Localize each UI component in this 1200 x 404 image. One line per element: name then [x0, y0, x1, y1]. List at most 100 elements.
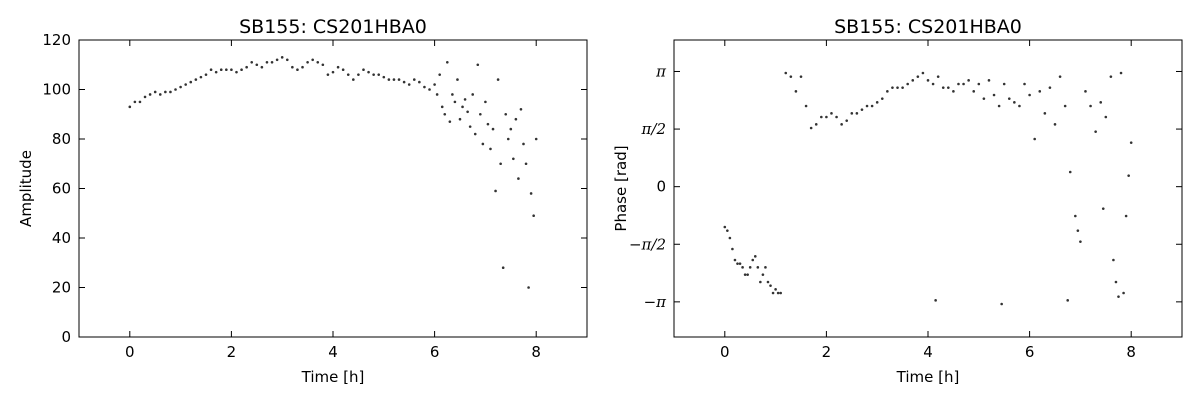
point — [179, 85, 182, 89]
point — [825, 115, 828, 119]
point — [189, 80, 193, 84]
point — [916, 75, 920, 78]
point — [743, 273, 747, 276]
point — [446, 60, 449, 64]
point — [860, 108, 864, 111]
y-tick-label: 0 — [61, 328, 71, 346]
point — [759, 280, 762, 284]
point — [967, 79, 970, 82]
point — [726, 229, 729, 232]
point — [164, 90, 167, 94]
point — [992, 93, 996, 97]
point — [225, 68, 228, 71]
point — [820, 115, 823, 119]
point — [184, 83, 187, 86]
point — [285, 58, 289, 62]
point — [814, 123, 818, 126]
point — [926, 79, 930, 82]
point — [529, 192, 533, 195]
point — [952, 90, 955, 93]
point — [931, 82, 935, 86]
point — [532, 214, 535, 218]
point — [143, 95, 147, 99]
point — [1119, 71, 1123, 75]
point — [509, 127, 513, 131]
point — [407, 83, 411, 86]
point — [133, 100, 137, 104]
point — [997, 104, 1001, 108]
point — [1094, 130, 1097, 133]
point — [527, 286, 530, 289]
point — [331, 70, 335, 74]
chart-title: SB155: CS201HBA0 — [239, 16, 427, 38]
point — [977, 82, 981, 86]
point — [753, 255, 757, 258]
y-tick-label: 80 — [52, 130, 71, 148]
point — [148, 93, 152, 96]
point — [451, 93, 454, 96]
point — [906, 82, 909, 86]
point — [423, 85, 426, 89]
point — [774, 288, 777, 291]
x-axis-label: Time [h] — [301, 368, 365, 386]
point — [468, 125, 472, 128]
point — [751, 258, 755, 262]
point — [387, 78, 391, 81]
point — [392, 78, 396, 81]
y-axis-label: Phase [rad] — [612, 145, 630, 231]
point — [855, 112, 859, 115]
point — [1033, 137, 1036, 141]
x-tick-label: 0 — [125, 343, 135, 361]
x-tick-label: 2 — [227, 343, 237, 361]
point — [911, 79, 915, 82]
point — [458, 117, 462, 121]
point — [316, 60, 320, 64]
point — [377, 73, 381, 76]
point — [534, 137, 538, 141]
point — [1079, 240, 1082, 243]
point — [1122, 291, 1125, 295]
point — [496, 78, 500, 81]
point — [517, 177, 520, 180]
point — [1089, 104, 1092, 108]
point — [235, 70, 238, 74]
point — [1074, 214, 1077, 218]
point — [804, 104, 808, 108]
point — [219, 68, 223, 71]
y-tick-label: 0 — [656, 178, 666, 196]
point — [1068, 170, 1072, 174]
x-tick-label: 0 — [720, 343, 730, 361]
point — [1101, 207, 1105, 210]
point — [764, 266, 767, 269]
point — [306, 60, 309, 64]
point — [479, 112, 482, 116]
point — [501, 266, 505, 270]
point — [771, 291, 775, 295]
point — [250, 60, 254, 64]
point — [522, 142, 525, 146]
point — [346, 73, 350, 76]
chart-title: SB155: CS201HBA0 — [834, 16, 1022, 38]
point — [230, 68, 233, 71]
point — [1104, 115, 1108, 119]
point — [799, 75, 803, 78]
point — [265, 60, 269, 64]
y-tick-label: π — [655, 62, 667, 80]
point — [494, 189, 497, 193]
point — [1076, 229, 1080, 232]
point — [174, 88, 177, 91]
point — [153, 90, 157, 94]
point — [463, 98, 467, 101]
point — [321, 63, 325, 67]
point — [412, 78, 416, 81]
point — [766, 280, 770, 284]
point — [736, 262, 739, 265]
point — [1084, 90, 1087, 93]
point — [341, 68, 345, 71]
point — [255, 63, 259, 67]
point — [440, 105, 444, 109]
point — [1053, 123, 1057, 126]
point — [880, 97, 884, 100]
point — [443, 112, 447, 116]
